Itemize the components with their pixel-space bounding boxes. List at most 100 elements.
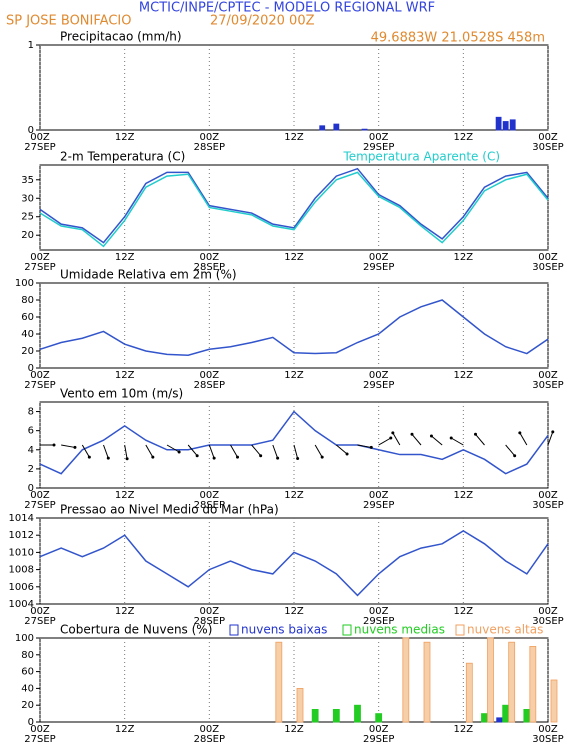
x-tick-label: 00Z [538, 724, 558, 735]
x-date-label: 28SEP [194, 616, 225, 627]
wind-arrow-head [389, 436, 393, 440]
wind-arrow [251, 444, 262, 457]
y-tick-label: 20 [21, 346, 34, 357]
wind-arrow [505, 444, 516, 457]
bar [502, 704, 510, 723]
wind-arrow-head [212, 456, 216, 460]
x-tick-label: 12Z [284, 370, 304, 381]
panel-title: Precipitacao (mm/h) [60, 30, 182, 44]
x-date-label: 30SEP [532, 500, 563, 511]
wind-arrow-head [391, 431, 395, 435]
y-tick-label: 80 [21, 295, 34, 306]
bar [275, 641, 283, 723]
bar [529, 646, 537, 723]
wind-arrow [293, 444, 299, 459]
panel-title: Umidade Relativa em 2m (%) [60, 268, 237, 282]
x-tick-label: 12Z [115, 606, 135, 617]
x-tick-label: 00Z [369, 370, 389, 381]
bar [523, 709, 531, 723]
x-date-label: 27SEP [24, 380, 55, 391]
wind-arrow [166, 444, 180, 453]
wind-arrow [547, 431, 554, 446]
x-tick-label: 00Z [30, 724, 50, 735]
x-tick-label: 12Z [454, 724, 474, 735]
wind-arrow [272, 444, 279, 459]
legend-entry: nuvens altas [467, 623, 543, 637]
wind-arrow-head [125, 457, 129, 461]
bar [333, 123, 340, 131]
x-date-label: 30SEP [532, 142, 563, 153]
bar [495, 116, 502, 131]
bar [502, 121, 509, 131]
y-tick-label: 100 [15, 633, 34, 644]
x-date-label: 28SEP [194, 380, 225, 391]
y-tick-label: 1014 [9, 513, 34, 524]
wind-arrow-head [52, 443, 56, 447]
y-tick-label: 1 [28, 40, 34, 51]
x-date-label: 30SEP [532, 616, 563, 627]
wind-arrow-head [177, 450, 181, 454]
x-tick-label: 12Z [284, 606, 304, 617]
wind-arrow [411, 433, 422, 446]
wind-arrow-head [151, 455, 155, 459]
wind-arrow [145, 444, 154, 458]
coords: 49.6883W 21.0528S 458m [371, 31, 545, 46]
x-date-label: 27SEP [24, 616, 55, 627]
bar [402, 637, 410, 723]
x-date-label: 29SEP [363, 262, 394, 273]
bar [481, 713, 488, 723]
x-date-label: 27SEP [24, 500, 55, 511]
x-tick-label: 12Z [454, 132, 474, 143]
x-tick-label: 12Z [454, 490, 474, 501]
wind-arrow [208, 444, 215, 459]
x-tick-label: 00Z [369, 724, 389, 735]
x-tick-label: 00Z [200, 370, 220, 381]
y-tick-label: 40 [21, 683, 34, 694]
bar [496, 717, 504, 723]
wind-arrow-head [551, 430, 555, 434]
bar [487, 637, 494, 723]
x-date-label: 28SEP [194, 734, 225, 745]
wind-arrow [103, 444, 109, 459]
x-tick-label: 12Z [115, 490, 135, 501]
series-line [39, 410, 549, 475]
wind-arrow [475, 433, 485, 446]
x-date-label: 29SEP [363, 500, 394, 511]
wind-arrow-head [429, 434, 433, 438]
y-tick-label: 35 [21, 175, 34, 186]
y-tick-label: 1004 [9, 599, 34, 610]
header-title: MCTIC/INPE/CPTEC - MODELO REGIONAL WRF [139, 1, 435, 16]
y-tick-label: 20 [21, 700, 34, 711]
x-tick-label: 12Z [115, 132, 135, 143]
y-tick-label: 30 [21, 193, 34, 204]
wind-arrow [81, 444, 90, 458]
y-tick-label: 0 [28, 125, 34, 136]
x-tick-label: 00Z [30, 606, 50, 617]
wind-arrow [378, 437, 392, 446]
y-tick-label: 0 [28, 363, 34, 374]
y-tick-label: 80 [21, 650, 34, 661]
x-tick-label: 00Z [200, 606, 220, 617]
x-date-label: 27SEP [24, 734, 55, 745]
x-tick-label: 12Z [115, 252, 135, 263]
y-tick-label: 1008 [9, 565, 34, 576]
wind-arrow-head [518, 431, 522, 435]
series-line [39, 530, 549, 597]
y-tick-label: 60 [21, 667, 34, 678]
bar [375, 713, 383, 723]
x-tick-label: 12Z [284, 724, 304, 735]
wind-arrow-head [259, 454, 263, 458]
bar [311, 709, 319, 723]
y-tick-label: 6 [28, 426, 34, 437]
wind-arrow-head [195, 454, 199, 458]
wind-arrow-head [296, 457, 300, 461]
bar [509, 119, 516, 131]
x-tick-label: 00Z [538, 132, 558, 143]
panel-title: Pressao ao Nivel Medio do Mar (hPa) [60, 503, 279, 517]
x-date-label: 28SEP [194, 262, 225, 273]
x-tick-label: 00Z [200, 490, 220, 501]
x-tick-label: 12Z [284, 132, 304, 143]
wind-arrow-head [474, 432, 478, 436]
wind-arrow [519, 432, 528, 446]
wind-arrow [450, 437, 464, 446]
